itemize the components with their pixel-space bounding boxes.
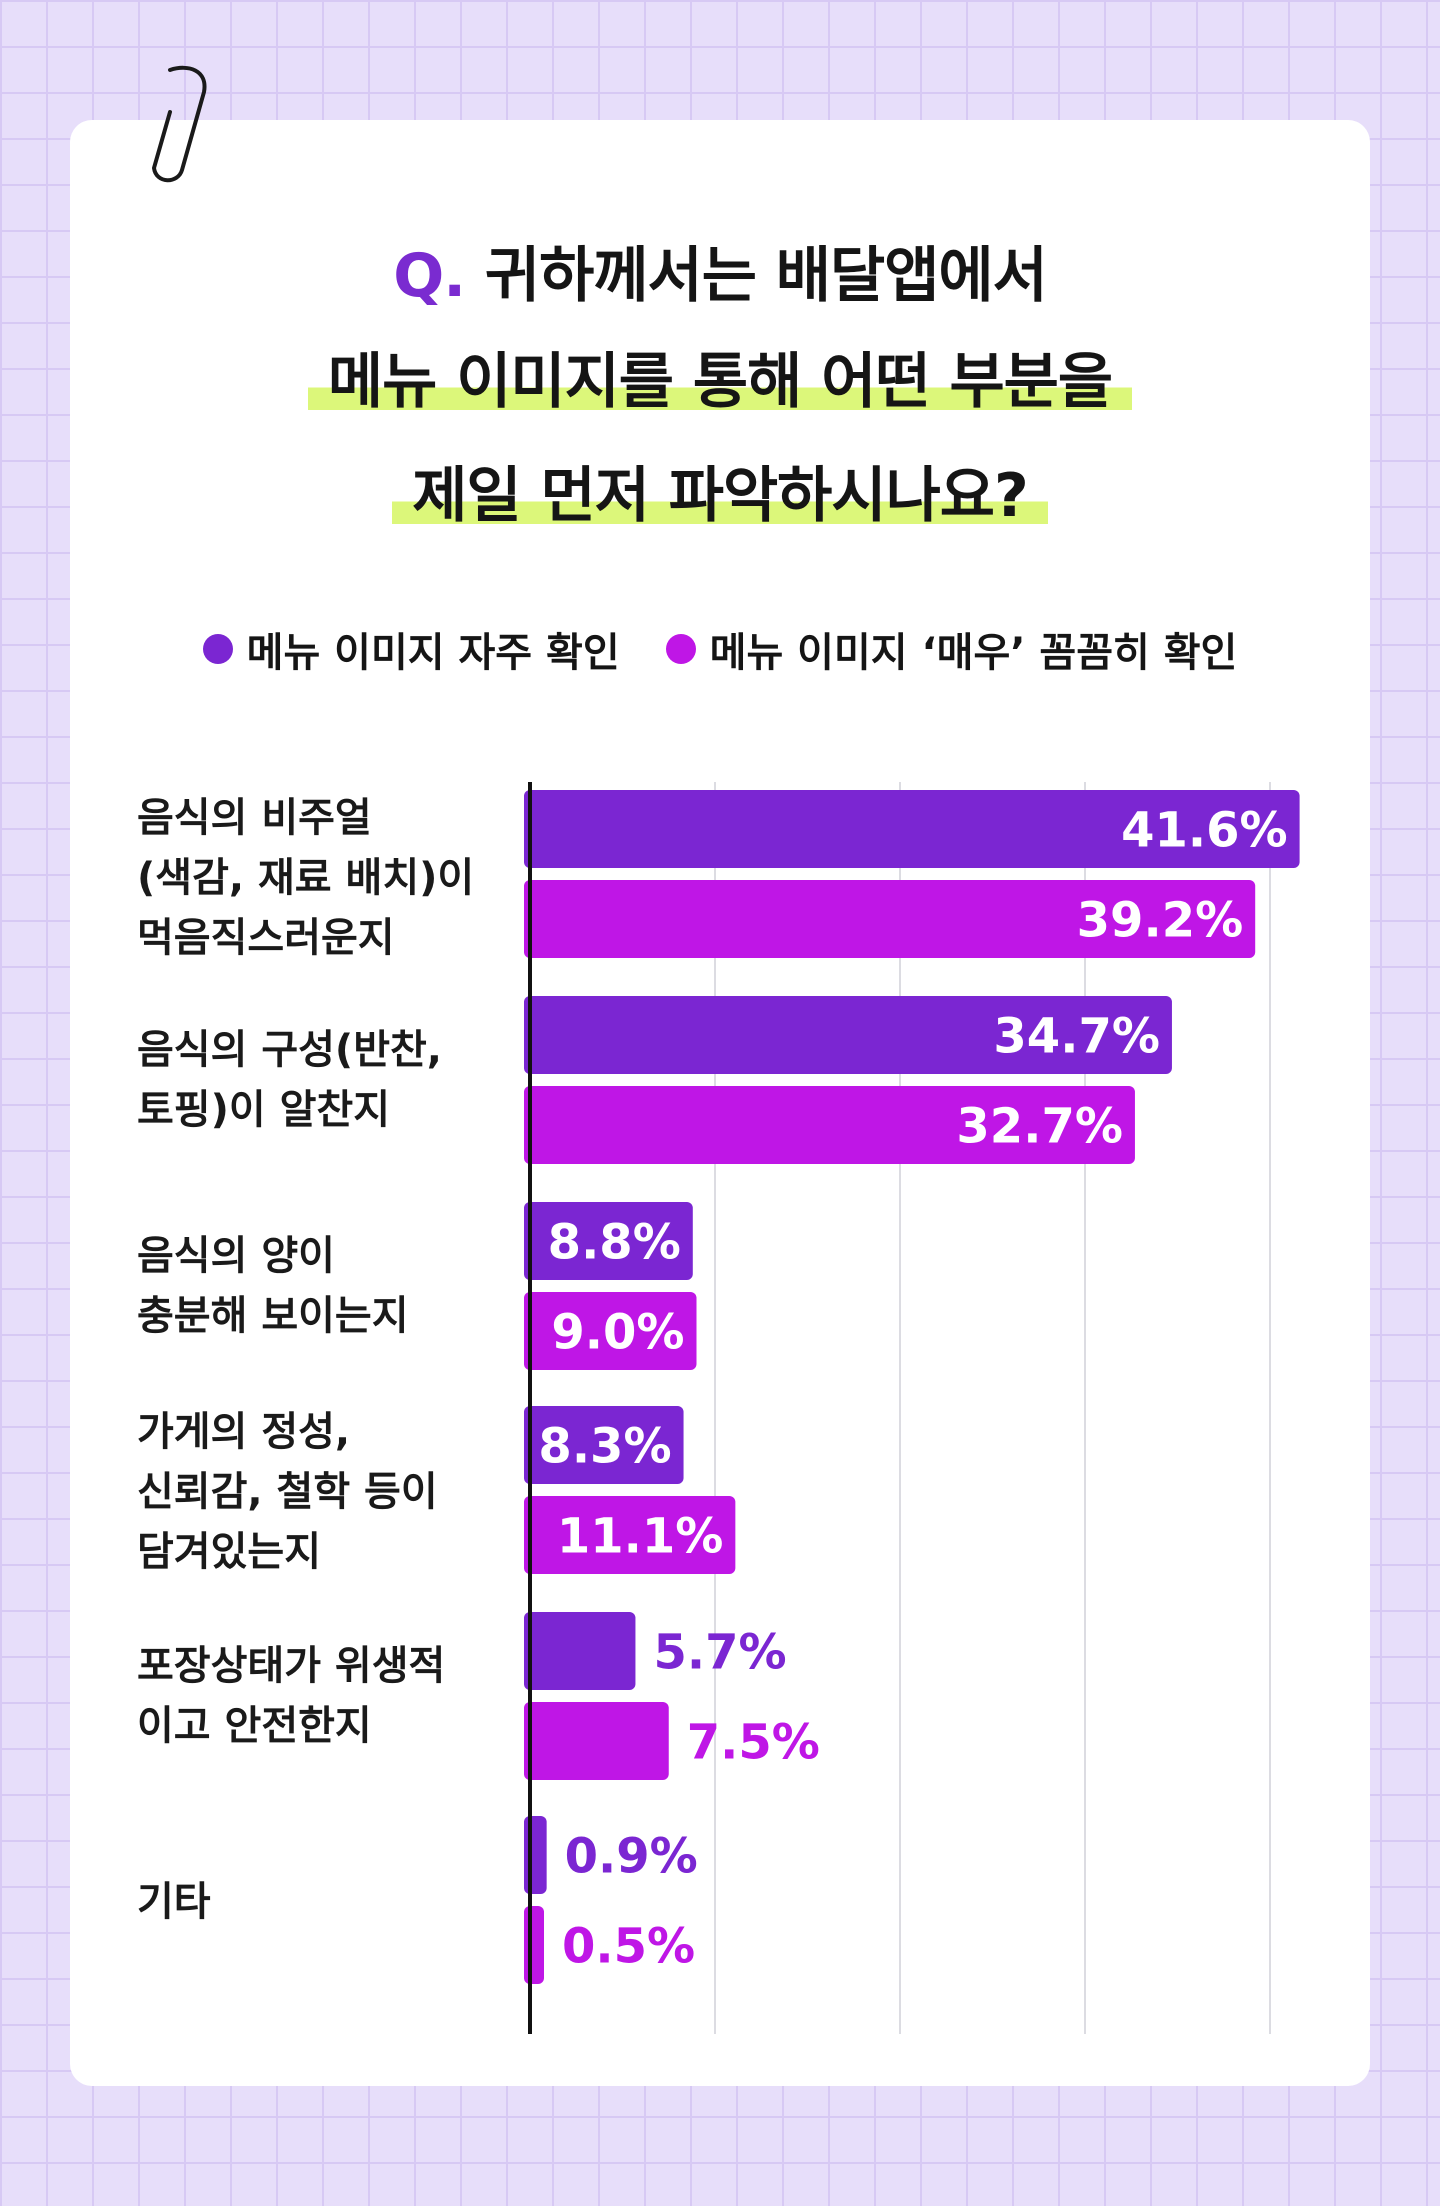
value-label-s1-c3: 8.8%: [548, 1214, 681, 1270]
value-label-s1-c5: 5.7%: [653, 1624, 786, 1680]
value-label-s2-c2: 32.7%: [956, 1098, 1123, 1154]
category-label-5: 포장상태가 위생적 이고 안전한지: [137, 1643, 446, 1749]
value-label-s2-c1: 39.2%: [1077, 892, 1244, 948]
bar-s2-c1: [524, 880, 1256, 958]
legend-item-series2: 메뉴 이미지 ‘매우’ 꼼꼼히 확인: [665, 620, 1238, 678]
bar-s1-c5: [524, 1612, 636, 1690]
legend-dot-series1: [202, 634, 233, 664]
title-text-1: 귀하께서는 배달앱에서: [484, 241, 1048, 311]
legend-label-series2: 메뉴 이미지 ‘매우’ 꼼꼼히 확인: [709, 630, 1238, 676]
title-line-2: 메뉴 이미지를 통해 어떤 부분을: [0, 342, 1440, 422]
legend: 메뉴 이미지 자주 확인 메뉴 이미지 ‘매우’ 꼼꼼히 확인: [0, 620, 1440, 678]
value-label-s1-c1: 41.6%: [1121, 802, 1288, 858]
category-label-1: 음식의 비주얼 (색감, 재료 배치)이 먹음직스러운지: [137, 795, 475, 961]
value-label-s2-c3: 9.0%: [551, 1304, 684, 1360]
value-label-s1-c2: 34.7%: [993, 1008, 1160, 1064]
paperclip-icon: [152, 65, 207, 183]
bar-s1-c1: [524, 790, 1300, 868]
title-line-3: 제일 먼저 파악하시나요?: [0, 456, 1440, 536]
bar-s1-c3: [524, 1202, 693, 1280]
value-label-s1-c6: 0.9%: [565, 1828, 698, 1884]
value-label-s2-c4: 11.1%: [557, 1508, 724, 1564]
category-label-2: 음식의 구성(반찬, 토핑)이 알찬지: [137, 1027, 443, 1133]
legend-dot-series2: [665, 634, 696, 664]
bar-s2-c6: [524, 1906, 544, 1984]
category-label-6: 기타: [137, 1879, 211, 1925]
bar-s2-c3: [524, 1292, 697, 1370]
value-label-s2-c6: 0.5%: [562, 1918, 695, 1974]
category-label-3: 음식의 양이 충분해 보이는지: [137, 1233, 409, 1339]
bar-s2-c2: [524, 1086, 1135, 1164]
title-text-2: 메뉴 이미지를 통해 어떤 부분을: [307, 347, 1133, 417]
bar-s1-c2: [524, 996, 1172, 1074]
value-label-s2-c5: 7.5%: [687, 1714, 820, 1770]
bar-s1-c6: [524, 1816, 547, 1894]
title-text-3: 제일 먼저 파악하시나요?: [392, 461, 1048, 531]
bar-s2-c4: [524, 1496, 736, 1574]
title-line-1: Q. 귀하께서는 배달앱에서: [0, 236, 1440, 316]
legend-label-series1: 메뉴 이미지 자주 확인: [246, 630, 620, 676]
legend-item-series1: 메뉴 이미지 자주 확인: [202, 620, 620, 678]
category-label-4: 가게의 정성, 신뢰감, 철학 등이 담겨있는지: [137, 1409, 438, 1575]
bar-s1-c4: [524, 1406, 684, 1484]
bar-s2-c5: [524, 1702, 669, 1780]
value-label-s1-c4: 8.3%: [538, 1418, 671, 1474]
q-prefix: Q.: [393, 241, 466, 311]
